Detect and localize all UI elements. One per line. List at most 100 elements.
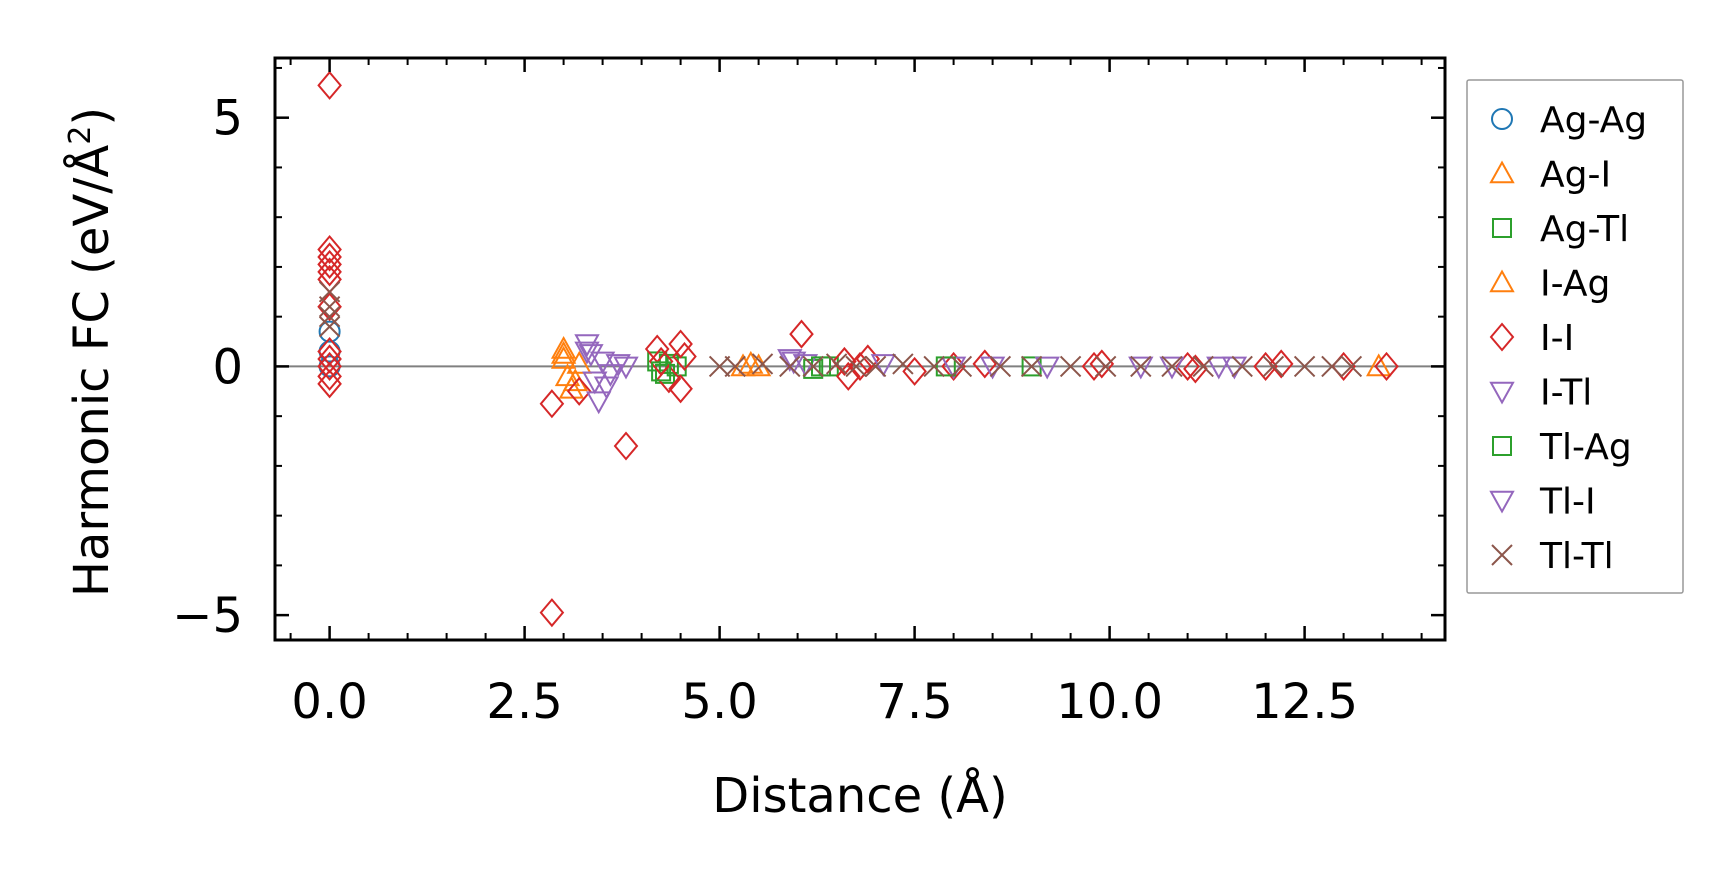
data-point [825,353,848,375]
series-tl-tl [318,281,1363,378]
x-axis-label: Distance (Å) [712,767,1007,824]
data-point [738,350,764,374]
data-point [1231,355,1253,378]
legend-entry: I-Ag [1489,264,1610,305]
legend-marker [1489,490,1515,514]
data-point [1130,355,1152,378]
legend-label: Tl-Tl [1539,536,1614,577]
data-point [589,351,616,375]
legend-marker [1489,381,1515,405]
data-point [672,341,697,372]
data-point [317,249,342,279]
data-point [317,361,342,391]
data-point [972,349,998,379]
x-tick-label: 0.0 [291,674,367,730]
data-point [318,296,341,318]
data-point [658,353,679,374]
y-axis-label: Harmonic FC (eV/Å2) [63,107,120,597]
data-point [317,242,342,272]
legend-marker [1492,218,1512,238]
data-point [1059,355,1082,378]
data-point [835,361,861,391]
legend-box [1466,79,1684,594]
legend-label: Ag-I [1540,155,1611,196]
legend-label: Ag-Tl [1540,209,1629,250]
legend-entry: Ag-Tl [1492,209,1629,250]
legend-label: I-Ag [1540,264,1610,305]
plot-area [275,70,1445,628]
data-point [1206,356,1232,380]
legend-marker [1489,322,1515,352]
data-point [668,374,693,404]
y-axis-label-superscript: 2 [63,126,98,145]
legend-label: Tl-I [1539,482,1596,523]
data-point [892,353,914,375]
data-point [832,346,857,376]
data-point [656,364,682,394]
y-tick-label: 5 [212,91,243,147]
legend-entry: Ag-I [1489,155,1611,196]
data-point [1340,355,1363,378]
x-tick-label: 12.5 [1251,674,1358,730]
plot-frame [273,56,1447,642]
data-point [318,281,341,303]
data-point [1020,355,1043,378]
data-point [550,345,577,369]
data-point [1268,349,1294,379]
data-point [923,355,945,378]
data-point [935,356,956,377]
y-tick-label: 0 [212,339,243,395]
data-point [950,355,973,378]
data-point [582,371,608,395]
x-tick-label: 5.0 [681,674,757,730]
data-point [317,351,342,381]
legend-entry: Tl-Ag [1492,427,1632,468]
data-point [550,340,577,364]
legend-marker [1491,544,1513,566]
data-point [779,355,801,378]
x-tick-label: 2.5 [486,674,562,730]
y-tick-label: −5 [172,588,243,644]
x-tick-label: 10.0 [1056,674,1163,730]
data-point [845,355,867,378]
data-point [1366,353,1392,377]
data-point [864,355,887,378]
data-point [578,344,604,368]
legend-label: I-Tl [1540,373,1592,414]
data-point [1034,356,1060,380]
legend-marker [1491,108,1513,130]
data-point [1293,355,1316,378]
data-point [317,369,342,399]
legend-marker [1489,160,1515,184]
axis-ticks [275,58,1445,640]
data-point [318,315,341,338]
data-point [317,234,342,265]
data-point [613,356,639,380]
data-point [318,305,341,328]
legend-entry: I-I [1489,318,1574,359]
data-point [708,355,731,378]
axis-tick-labels: 0.0 2.5 5.0 7.5 10.0 12.5 −5 0 5 [172,91,1358,730]
data-point [317,292,342,322]
legend-entry: Tl-Tl [1491,536,1614,577]
data-point [317,257,342,287]
x-tick-label: 7.5 [876,674,952,730]
data-point [539,598,565,628]
data-point [651,361,672,382]
data-point [1374,351,1399,381]
data-point [597,364,624,387]
data-point [1089,349,1115,379]
data-point [751,353,774,375]
data-point [539,389,565,419]
data-point [781,351,807,375]
legend-label: Ag-Ag [1540,100,1647,141]
data-point [586,391,612,415]
data-point [1262,355,1285,378]
legend: Ag-Ag Ag-I Ag-Tl I-Ag I-I I-Tl Tl-Ag Tl-I Tl-Tl [1466,79,1684,594]
data-point [593,376,620,400]
data-point [789,319,814,349]
data-point [668,329,693,359]
legend-marker [1492,436,1512,456]
y-axis-label-main: Harmonic FC (eV/Å [63,145,120,598]
